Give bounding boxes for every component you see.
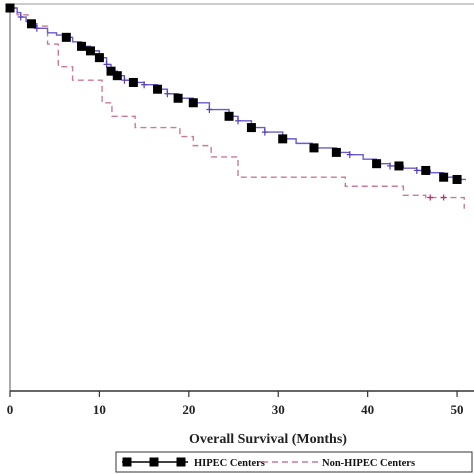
point-hipec-3 [77, 41, 87, 51]
x-tick-label-50: 50 [451, 402, 464, 417]
censor-mark-hipec-11 [387, 162, 393, 170]
point-hipec-9 [153, 84, 163, 94]
legend-marker-hipec-0 [122, 457, 132, 467]
point-hipec-7 [112, 71, 122, 81]
legend-swatch-hipec [122, 457, 188, 467]
censor-mark-hipec-4 [141, 81, 148, 89]
x-tick-label-10: 10 [93, 402, 106, 417]
point-hipec-1 [26, 19, 36, 29]
censor-mark-hipec-5 [164, 90, 171, 98]
point-hipec-6 [106, 66, 116, 76]
censor-mark-hipec-0 [17, 13, 24, 21]
x-ticks: 0 10 20 30 40 50 [7, 391, 464, 417]
point-hipec-8 [128, 77, 138, 87]
point-hipec-17 [372, 159, 382, 169]
censor-mark-hipec-7 [235, 117, 241, 125]
censor-mark-non-hipec-1 [440, 194, 447, 201]
censor-mark-hipec-1 [33, 24, 40, 32]
point-hipec-20 [439, 172, 449, 182]
legend-marker-hipec-2 [176, 457, 186, 467]
series-line-non-hipec [10, 7, 465, 209]
censor-mark-hipec-3 [121, 76, 128, 84]
point-hipec-10 [173, 93, 183, 103]
point-hipec-0 [5, 3, 15, 13]
point-hipec-19 [421, 165, 431, 175]
point-hipec-16 [331, 147, 341, 157]
x-tick-label-40: 40 [361, 402, 374, 417]
point-hipec-14 [278, 134, 288, 144]
legend-label-hipec: HIPEC Centers [194, 458, 265, 469]
point-hipec-15 [309, 143, 319, 153]
legend-label-non-hipec: Non-HIPEC Centers [322, 458, 415, 469]
point-hipec-11 [188, 98, 198, 108]
x-tick-label-30: 30 [272, 402, 285, 417]
point-hipec-18 [394, 161, 404, 171]
series-layer [5, 3, 466, 209]
legend-marker-hipec-1 [149, 457, 159, 467]
point-hipec-12 [224, 111, 234, 121]
point-hipec-13 [246, 123, 256, 133]
legend: HIPEC Centers Non-HIPEC Centers [115, 451, 473, 473]
x-axis-title: Overall Survival (Months) [189, 432, 347, 447]
point-hipec-5 [94, 53, 104, 63]
series-line-hipec [10, 7, 466, 181]
point-hipec-21 [452, 174, 462, 184]
censor-mark-hipec-8 [261, 128, 268, 136]
censor-mark-hipec-10 [346, 151, 353, 159]
censor-mark-hipec-6 [206, 106, 213, 114]
x-tick-label-20: 20 [182, 402, 195, 417]
point-hipec-4 [85, 46, 95, 56]
censor-mark-non-hipec-0 [427, 194, 434, 201]
point-hipec-2 [61, 32, 71, 42]
censor-mark-hipec-12 [413, 166, 420, 174]
x-tick-label-0: 0 [7, 402, 14, 417]
